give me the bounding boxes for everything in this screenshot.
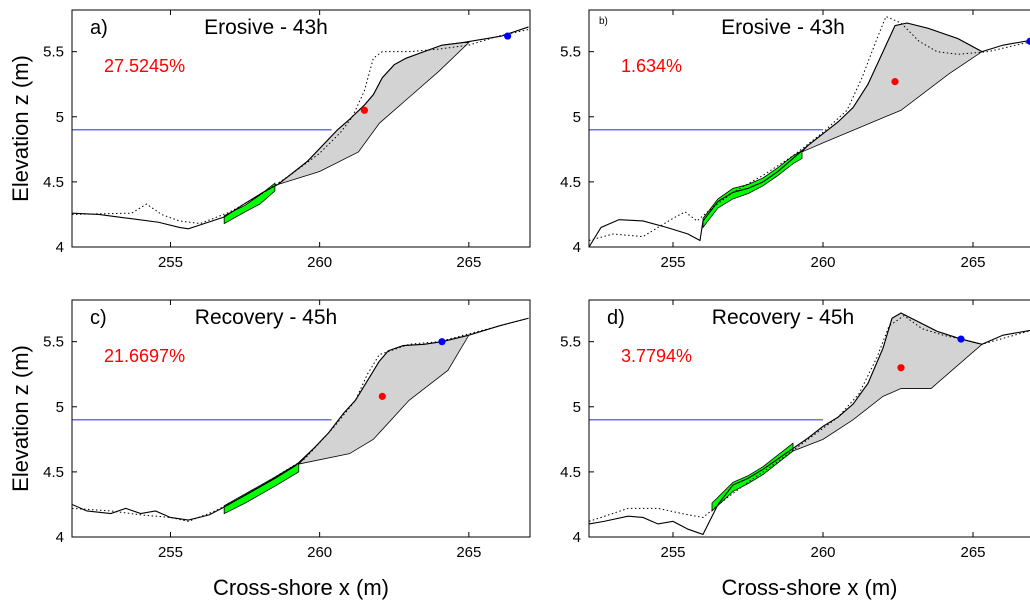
x-axis-label: Cross-shore x (m) bbox=[213, 575, 389, 600]
annotation: 27.5245% bbox=[104, 56, 185, 76]
annotation: 3.7794% bbox=[621, 346, 692, 366]
x-tick-label: 260 bbox=[307, 544, 332, 561]
y-tick-label: 4.5 bbox=[43, 174, 64, 191]
panel-title: Recovery - 45h bbox=[712, 306, 854, 329]
shaded-area bbox=[277, 42, 470, 185]
marker-point bbox=[438, 338, 446, 346]
y-tick-label: 5.5 bbox=[43, 44, 64, 61]
profile-line bbox=[589, 312, 1030, 536]
green-band bbox=[711, 442, 794, 512]
profile-line bbox=[72, 29, 529, 225]
x-tick-label: 260 bbox=[810, 544, 835, 561]
y-tick-label: 5 bbox=[56, 399, 64, 416]
axes-box bbox=[71, 9, 531, 248]
y-tick-label: 5 bbox=[573, 109, 581, 126]
profile-line bbox=[589, 22, 1030, 247]
y-tick-label: 4 bbox=[573, 529, 581, 546]
annotation: 1.634% bbox=[621, 56, 682, 76]
axes-box bbox=[588, 9, 1030, 248]
plot-area bbox=[72, 26, 529, 230]
x-tick-label: 265 bbox=[960, 254, 985, 271]
y-tick-label: 4 bbox=[56, 529, 64, 546]
shaded-area bbox=[801, 22, 983, 153]
y-tick-label: 4 bbox=[56, 239, 64, 256]
x-tick-label: 255 bbox=[660, 254, 685, 271]
profile-line bbox=[72, 26, 529, 230]
panel-label: a) bbox=[90, 17, 108, 39]
panel: 255 260 265 4 4.5 5 5.5 b) Erosive - 43h 1.634% bbox=[560, 9, 1030, 271]
y-axis-label: Elevation z (m) bbox=[8, 345, 33, 492]
panel-title: Recovery - 45h bbox=[195, 306, 337, 329]
x-axis-label: Cross-shore x (m) bbox=[721, 575, 897, 600]
y-tick-label: 5 bbox=[56, 109, 64, 126]
profile-line bbox=[72, 317, 529, 522]
plot-area bbox=[72, 317, 529, 522]
panel-title: Erosive - 43h bbox=[204, 16, 328, 39]
marker-point bbox=[378, 392, 386, 400]
y-tick-label: 4.5 bbox=[43, 464, 64, 481]
y-tick-label: 5 bbox=[573, 399, 581, 416]
x-tick-label: 265 bbox=[960, 544, 985, 561]
y-tick-label: 5.5 bbox=[560, 44, 581, 61]
x-tick-label: 265 bbox=[456, 254, 481, 271]
panel-title: Erosive - 43h bbox=[721, 16, 845, 39]
y-tick-label: 4.5 bbox=[560, 174, 581, 191]
green-band bbox=[702, 149, 803, 229]
axes-box bbox=[588, 299, 1030, 538]
profile-line bbox=[589, 15, 1030, 241]
x-tick-label: 255 bbox=[158, 254, 183, 271]
x-tick-label: 255 bbox=[158, 544, 183, 561]
plot-area bbox=[589, 15, 1030, 247]
profile-line bbox=[72, 317, 529, 521]
panel-label: c) bbox=[90, 307, 107, 329]
marker-point bbox=[957, 335, 965, 343]
annotation: 21.6697% bbox=[104, 346, 185, 366]
y-tick-label: 4 bbox=[573, 239, 581, 256]
axes-box bbox=[71, 299, 531, 538]
green-band bbox=[223, 182, 276, 225]
panel: 255 260 265 4 4.5 5 5.5 c) Recovery - 45h 21.6697… bbox=[8, 299, 531, 600]
x-tick-label: 255 bbox=[660, 544, 685, 561]
marker-point bbox=[1026, 37, 1030, 45]
x-tick-label: 260 bbox=[307, 254, 332, 271]
marker-point bbox=[891, 78, 899, 86]
x-tick-label: 260 bbox=[810, 254, 835, 271]
x-tick-label: 265 bbox=[456, 544, 481, 561]
y-axis-label: Elevation z (m) bbox=[8, 55, 33, 202]
marker-point bbox=[897, 364, 905, 372]
y-tick-label: 5.5 bbox=[43, 334, 64, 351]
panel: 255 260 265 4 4.5 5 5.5 d) Recovery - 45h 3.7794%… bbox=[560, 299, 1030, 600]
plot-area bbox=[589, 312, 1030, 536]
y-tick-label: 4.5 bbox=[560, 464, 581, 481]
panel-label: d) bbox=[607, 307, 625, 329]
marker-point bbox=[504, 32, 512, 40]
panel: 255 260 265 4 4.5 5 5.5 a) Erosive - 43h 27.5245%… bbox=[8, 9, 531, 271]
panel-label: b) bbox=[599, 16, 608, 27]
marker-point bbox=[360, 106, 369, 114]
y-tick-label: 5.5 bbox=[560, 334, 581, 351]
